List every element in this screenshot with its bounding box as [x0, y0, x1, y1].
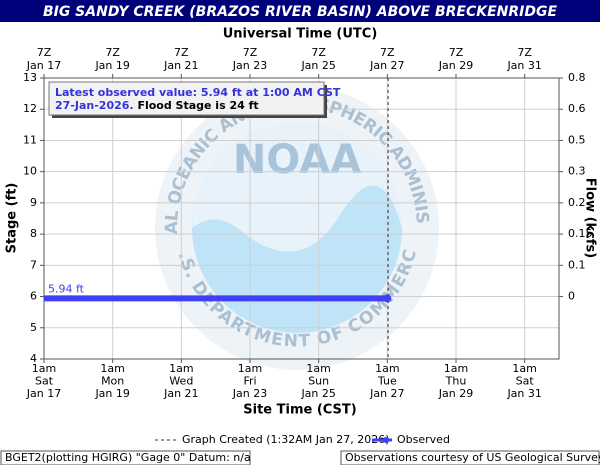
y2-tick-label: 0.8	[568, 71, 586, 84]
annotation-date: 27-Jan-2026.	[55, 99, 134, 112]
y2-tick-label: 0	[568, 290, 575, 303]
y2-tick-label: 0.2	[568, 196, 586, 209]
x-tick-label: Wed	[169, 375, 193, 388]
footer-box	[340, 450, 600, 465]
y-tick-label: 8	[30, 227, 37, 240]
y2-tick-label: 0.3	[568, 165, 586, 178]
top-axis-label: Universal Time (UTC)	[223, 27, 378, 42]
x-tick-label: Jan 29	[438, 387, 473, 400]
logo-sky	[192, 123, 402, 252]
y2-tick-label: 0.15	[568, 227, 593, 240]
x-tick-label: Mon	[101, 375, 124, 388]
x-tick-label: Jan 21	[163, 387, 198, 400]
footer-box	[0, 450, 251, 465]
annotation-line: 27-Jan-2026. Flood Stage is 24 ft	[55, 99, 259, 112]
y-axis-label: Stage (ft)	[5, 183, 20, 254]
x-tick-label: 1am	[238, 362, 262, 375]
y-tick-label: 13	[23, 71, 37, 84]
y-tick-label: 11	[23, 133, 37, 146]
x2-tick-label: 7Z	[380, 46, 395, 59]
x-tick-label: 1am	[169, 362, 193, 375]
x2-tick-label: 7Z	[311, 46, 326, 59]
logo-name: NOAA	[233, 137, 361, 183]
y-tick-label: 4	[30, 352, 37, 365]
y2-tick-label: 0.1	[568, 258, 586, 271]
x-tick-label: Fri	[243, 375, 256, 388]
x2-tick-label: Jan 23	[232, 59, 267, 72]
y-tick-label: 12	[23, 102, 37, 115]
x-tick-label: Jan 31	[506, 387, 541, 400]
annotation-flood: Flood Stage is 24 ft	[137, 99, 258, 112]
chart-title: BIG SANDY CREEK (BRAZOS RIVER BASIN) ABO…	[43, 4, 558, 20]
y-tick-label: 5	[30, 321, 37, 334]
x-tick-label: Sun	[308, 375, 329, 388]
legend-created-label: Graph Created (1:32AM Jan 27, 2026)	[182, 433, 390, 446]
legend-label: Observed	[397, 433, 450, 446]
annotation: Latest observed value: 5.94 ft at 1:00 A…	[48, 81, 341, 118]
x2-tick-label: 7Z	[174, 46, 189, 59]
y-tick-label: 7	[30, 258, 37, 271]
x-tick-label: Jan 19	[94, 387, 129, 400]
y-tick-label: 9	[30, 196, 37, 209]
x2-tick-label: 7Z	[37, 46, 52, 59]
latest-point	[383, 294, 392, 303]
x-tick-label: Tue	[377, 375, 397, 388]
x2-tick-label: Jan 21	[163, 59, 198, 72]
value-label: 5.94 ft	[48, 282, 85, 295]
x-tick-label: 1am	[306, 362, 330, 375]
x-tick-label: 1am	[375, 362, 399, 375]
x2-tick-label: 7Z	[517, 46, 532, 59]
x2-tick-label: Jan 31	[506, 59, 541, 72]
x2-tick-label: Jan 27	[369, 59, 404, 72]
annotation-line: Latest observed value: 5.94 ft at 1:00 A…	[55, 86, 341, 99]
annotation-box	[48, 81, 325, 116]
x-axis-label: Site Time (CST)	[243, 403, 356, 418]
y2-axis-label: Flow (kcfs)	[583, 178, 598, 258]
x2-tick-label: Jan 17	[26, 59, 61, 72]
footer-left: BGET2(plotting HGIRG) "Gage 0" Datum: n/…	[5, 451, 251, 464]
x-tick-label: 1am	[512, 362, 536, 375]
legend-swatch-dot	[383, 437, 389, 443]
x-tick-label: 1am	[100, 362, 124, 375]
x-tick-label: Thu	[445, 375, 467, 388]
x2-tick-label: Jan 25	[300, 59, 335, 72]
x-tick-label: Sat	[516, 375, 535, 388]
legend: Observed	[372, 433, 450, 446]
x-tick-label: Jan 23	[232, 387, 267, 400]
x2-tick-label: 7Z	[449, 46, 464, 59]
y2-tick-label: 0.5	[568, 133, 586, 146]
x2-tick-label: Jan 19	[94, 59, 129, 72]
x2-tick-label: Jan 29	[438, 59, 473, 72]
x-tick-label: 1am	[444, 362, 468, 375]
x-tick-label: Jan 17	[26, 387, 61, 400]
y2-tick-label: 0.6	[568, 102, 586, 115]
plot-frame	[43, 77, 560, 360]
x2-tick-label: 7Z	[243, 46, 258, 59]
y-tick-label: 6	[30, 290, 37, 303]
footer-right: Observations courtesy of US Geological S…	[345, 451, 600, 464]
x-tick-label: Jan 27	[369, 387, 404, 400]
x-tick-label: 1am	[32, 362, 56, 375]
x-tick-label: Jan 25	[300, 387, 335, 400]
title-bar	[0, 0, 600, 22]
y-tick-label: 10	[23, 165, 37, 178]
x-tick-label: Sat	[35, 375, 54, 388]
x2-tick-label: 7Z	[105, 46, 120, 59]
